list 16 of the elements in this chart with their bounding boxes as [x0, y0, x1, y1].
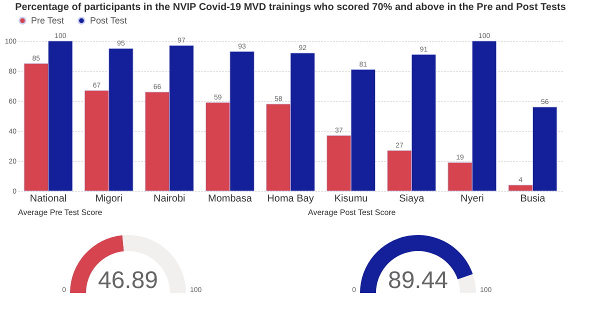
chart-title: Average Pre Test Score	[18, 208, 103, 217]
x-tick-label: Nyeri	[460, 194, 484, 204]
x-tick-label: Kisumu	[334, 194, 368, 204]
x-tick-label: Migori	[95, 194, 122, 204]
data-label: 46.89	[98, 267, 158, 294]
legend-label: Post Test	[90, 16, 128, 26]
x-tick-label: National	[30, 194, 67, 204]
x-tick-label: Mombasa	[208, 194, 252, 204]
x-tick-label: Siaya	[399, 194, 425, 204]
x-tick-label: Nairobi	[154, 194, 186, 204]
chart-title: Average Post Test Score	[308, 208, 396, 217]
data-label: 89.44	[388, 267, 448, 294]
x-tick-label: Homa Bay	[267, 194, 314, 204]
chart-title: Percentage of participants in the NVIP Covid-19 MVD trainings who scored 70% and above in the Pre and Post Tests	[15, 2, 566, 13]
x-tick-label: Busia	[520, 194, 546, 204]
legend-label: Pre Test	[31, 16, 64, 26]
